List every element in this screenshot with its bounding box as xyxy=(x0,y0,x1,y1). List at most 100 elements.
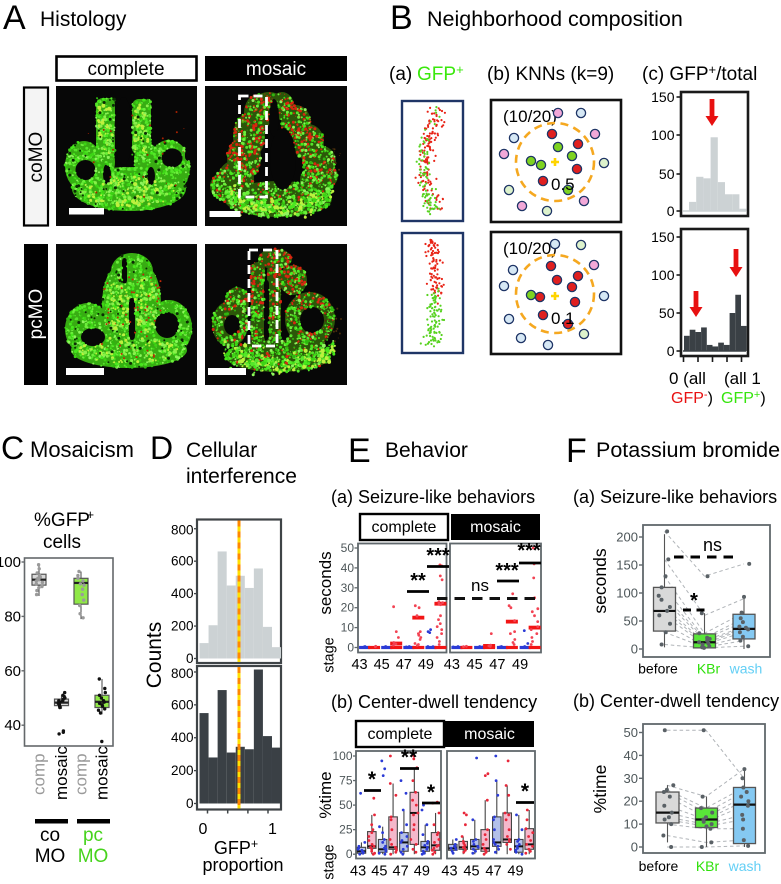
svg-text:100: 100 xyxy=(651,127,675,143)
svg-text:comp: comp xyxy=(30,753,49,795)
svg-text:wash: wash xyxy=(728,858,762,874)
svg-text:(all 1: (all 1 xyxy=(724,369,761,388)
svg-text:30: 30 xyxy=(341,581,355,595)
svg-text:pc: pc xyxy=(83,825,103,846)
svg-text:600: 600 xyxy=(171,697,194,712)
svg-text:D: D xyxy=(150,430,173,466)
svg-text:cells: cells xyxy=(43,532,81,553)
svg-text:Histology: Histology xyxy=(40,8,127,31)
svg-text:60: 60 xyxy=(4,663,21,680)
svg-text:100: 100 xyxy=(0,554,21,571)
svg-text:**: ** xyxy=(401,746,418,769)
svg-text:45: 45 xyxy=(374,657,390,673)
svg-text:800: 800 xyxy=(171,666,194,681)
svg-text:47: 47 xyxy=(393,864,409,880)
svg-text:stage: stage xyxy=(322,637,338,672)
svg-text:before: before xyxy=(638,661,678,677)
svg-text:*: * xyxy=(521,780,530,803)
svg-text:49: 49 xyxy=(512,657,528,673)
svg-text:0: 0 xyxy=(631,840,638,855)
svg-text:coMO: coMO xyxy=(26,132,47,183)
svg-text:49: 49 xyxy=(414,864,430,880)
svg-text:%GFP: %GFP xyxy=(34,510,90,531)
svg-text:50: 50 xyxy=(624,725,638,740)
svg-text:mosaic: mosaic xyxy=(470,519,521,536)
svg-text:50: 50 xyxy=(659,166,675,182)
svg-text:Counts: Counts xyxy=(143,622,166,689)
svg-text:(a) Seizure-like behaviors: (a) Seizure-like behaviors xyxy=(573,487,777,507)
svg-text:*: * xyxy=(690,590,698,612)
svg-text:49: 49 xyxy=(507,864,523,880)
svg-text:200: 200 xyxy=(171,619,194,634)
svg-text:(10/20): (10/20) xyxy=(503,239,557,258)
svg-text:Mosaicism: Mosaicism xyxy=(30,437,134,462)
svg-text:complete: complete xyxy=(372,519,437,536)
svg-text:complete: complete xyxy=(87,59,164,80)
svg-text:45: 45 xyxy=(467,657,483,673)
svg-text:40: 40 xyxy=(624,748,638,763)
svg-text:45: 45 xyxy=(371,864,387,880)
svg-text:proportion: proportion xyxy=(202,855,283,875)
svg-text:40: 40 xyxy=(341,561,355,575)
svg-text:ns: ns xyxy=(471,576,489,595)
svg-text:20: 20 xyxy=(624,794,638,809)
svg-text:Potassium bromide: Potassium bromide xyxy=(596,438,780,462)
svg-text:(b) Center-dwell tendency: (b) Center-dwell tendency xyxy=(331,692,537,712)
svg-text:200: 200 xyxy=(171,763,194,778)
svg-text:43: 43 xyxy=(444,657,460,673)
svg-text:mosaic: mosaic xyxy=(93,746,112,800)
svg-text:KBr: KBr xyxy=(696,858,720,874)
svg-text:150: 150 xyxy=(616,558,638,573)
svg-text:seconds: seconds xyxy=(590,548,610,613)
svg-text:49: 49 xyxy=(418,657,434,673)
svg-text:mosaic: mosaic xyxy=(246,59,306,80)
svg-text:75: 75 xyxy=(339,774,353,788)
svg-text:pcMO: pcMO xyxy=(26,289,47,340)
svg-text:seconds: seconds xyxy=(316,551,335,614)
svg-text:before: before xyxy=(639,858,679,874)
svg-text:20: 20 xyxy=(341,601,355,615)
svg-text:GFP+: GFP+ xyxy=(214,837,258,858)
svg-text:30: 30 xyxy=(624,771,638,786)
svg-text:50: 50 xyxy=(339,798,353,812)
svg-text:+: + xyxy=(87,507,95,522)
svg-text:0: 0 xyxy=(199,821,208,838)
svg-text:ns: ns xyxy=(703,535,722,555)
svg-text:F: F xyxy=(566,432,587,470)
svg-text:***: *** xyxy=(426,545,450,567)
svg-text:interference: interference xyxy=(186,465,297,488)
svg-text:Neighborhood composition: Neighborhood composition xyxy=(427,7,683,31)
svg-text:47: 47 xyxy=(489,657,505,673)
svg-text:0.5: 0.5 xyxy=(551,175,575,194)
svg-text:50: 50 xyxy=(624,614,638,629)
svg-text:MO: MO xyxy=(35,846,66,867)
svg-text:***: *** xyxy=(495,560,519,582)
svg-text:600: 600 xyxy=(171,554,194,569)
svg-text:E: E xyxy=(348,432,371,470)
svg-text:C: C xyxy=(1,430,24,466)
svg-text:co: co xyxy=(40,825,60,846)
svg-text:0: 0 xyxy=(186,796,194,811)
svg-text:%time: %time xyxy=(590,765,610,814)
svg-text:43: 43 xyxy=(441,864,457,880)
svg-text:40: 40 xyxy=(4,717,21,734)
svg-text:A: A xyxy=(3,0,26,37)
svg-text:50: 50 xyxy=(341,541,355,555)
svg-text:*: * xyxy=(368,768,377,791)
svg-text:*: * xyxy=(427,781,436,804)
svg-text:Cellular: Cellular xyxy=(186,439,257,462)
svg-text:47: 47 xyxy=(485,864,501,880)
svg-text:(b) Center-dwell tendency: (b) Center-dwell tendency xyxy=(573,691,779,711)
svg-text:47: 47 xyxy=(396,657,412,673)
svg-text:0: 0 xyxy=(667,343,675,359)
svg-text:B: B xyxy=(390,0,413,37)
svg-text:0: 0 xyxy=(346,847,353,861)
svg-text:100: 100 xyxy=(332,749,352,763)
svg-text:0: 0 xyxy=(667,203,675,219)
svg-text:0.1: 0.1 xyxy=(551,309,575,328)
svg-text:1: 1 xyxy=(268,821,277,838)
svg-text:25: 25 xyxy=(339,823,353,837)
svg-text:0: 0 xyxy=(631,642,638,657)
svg-text:stage: stage xyxy=(322,844,338,879)
svg-text:wash: wash xyxy=(729,661,763,677)
